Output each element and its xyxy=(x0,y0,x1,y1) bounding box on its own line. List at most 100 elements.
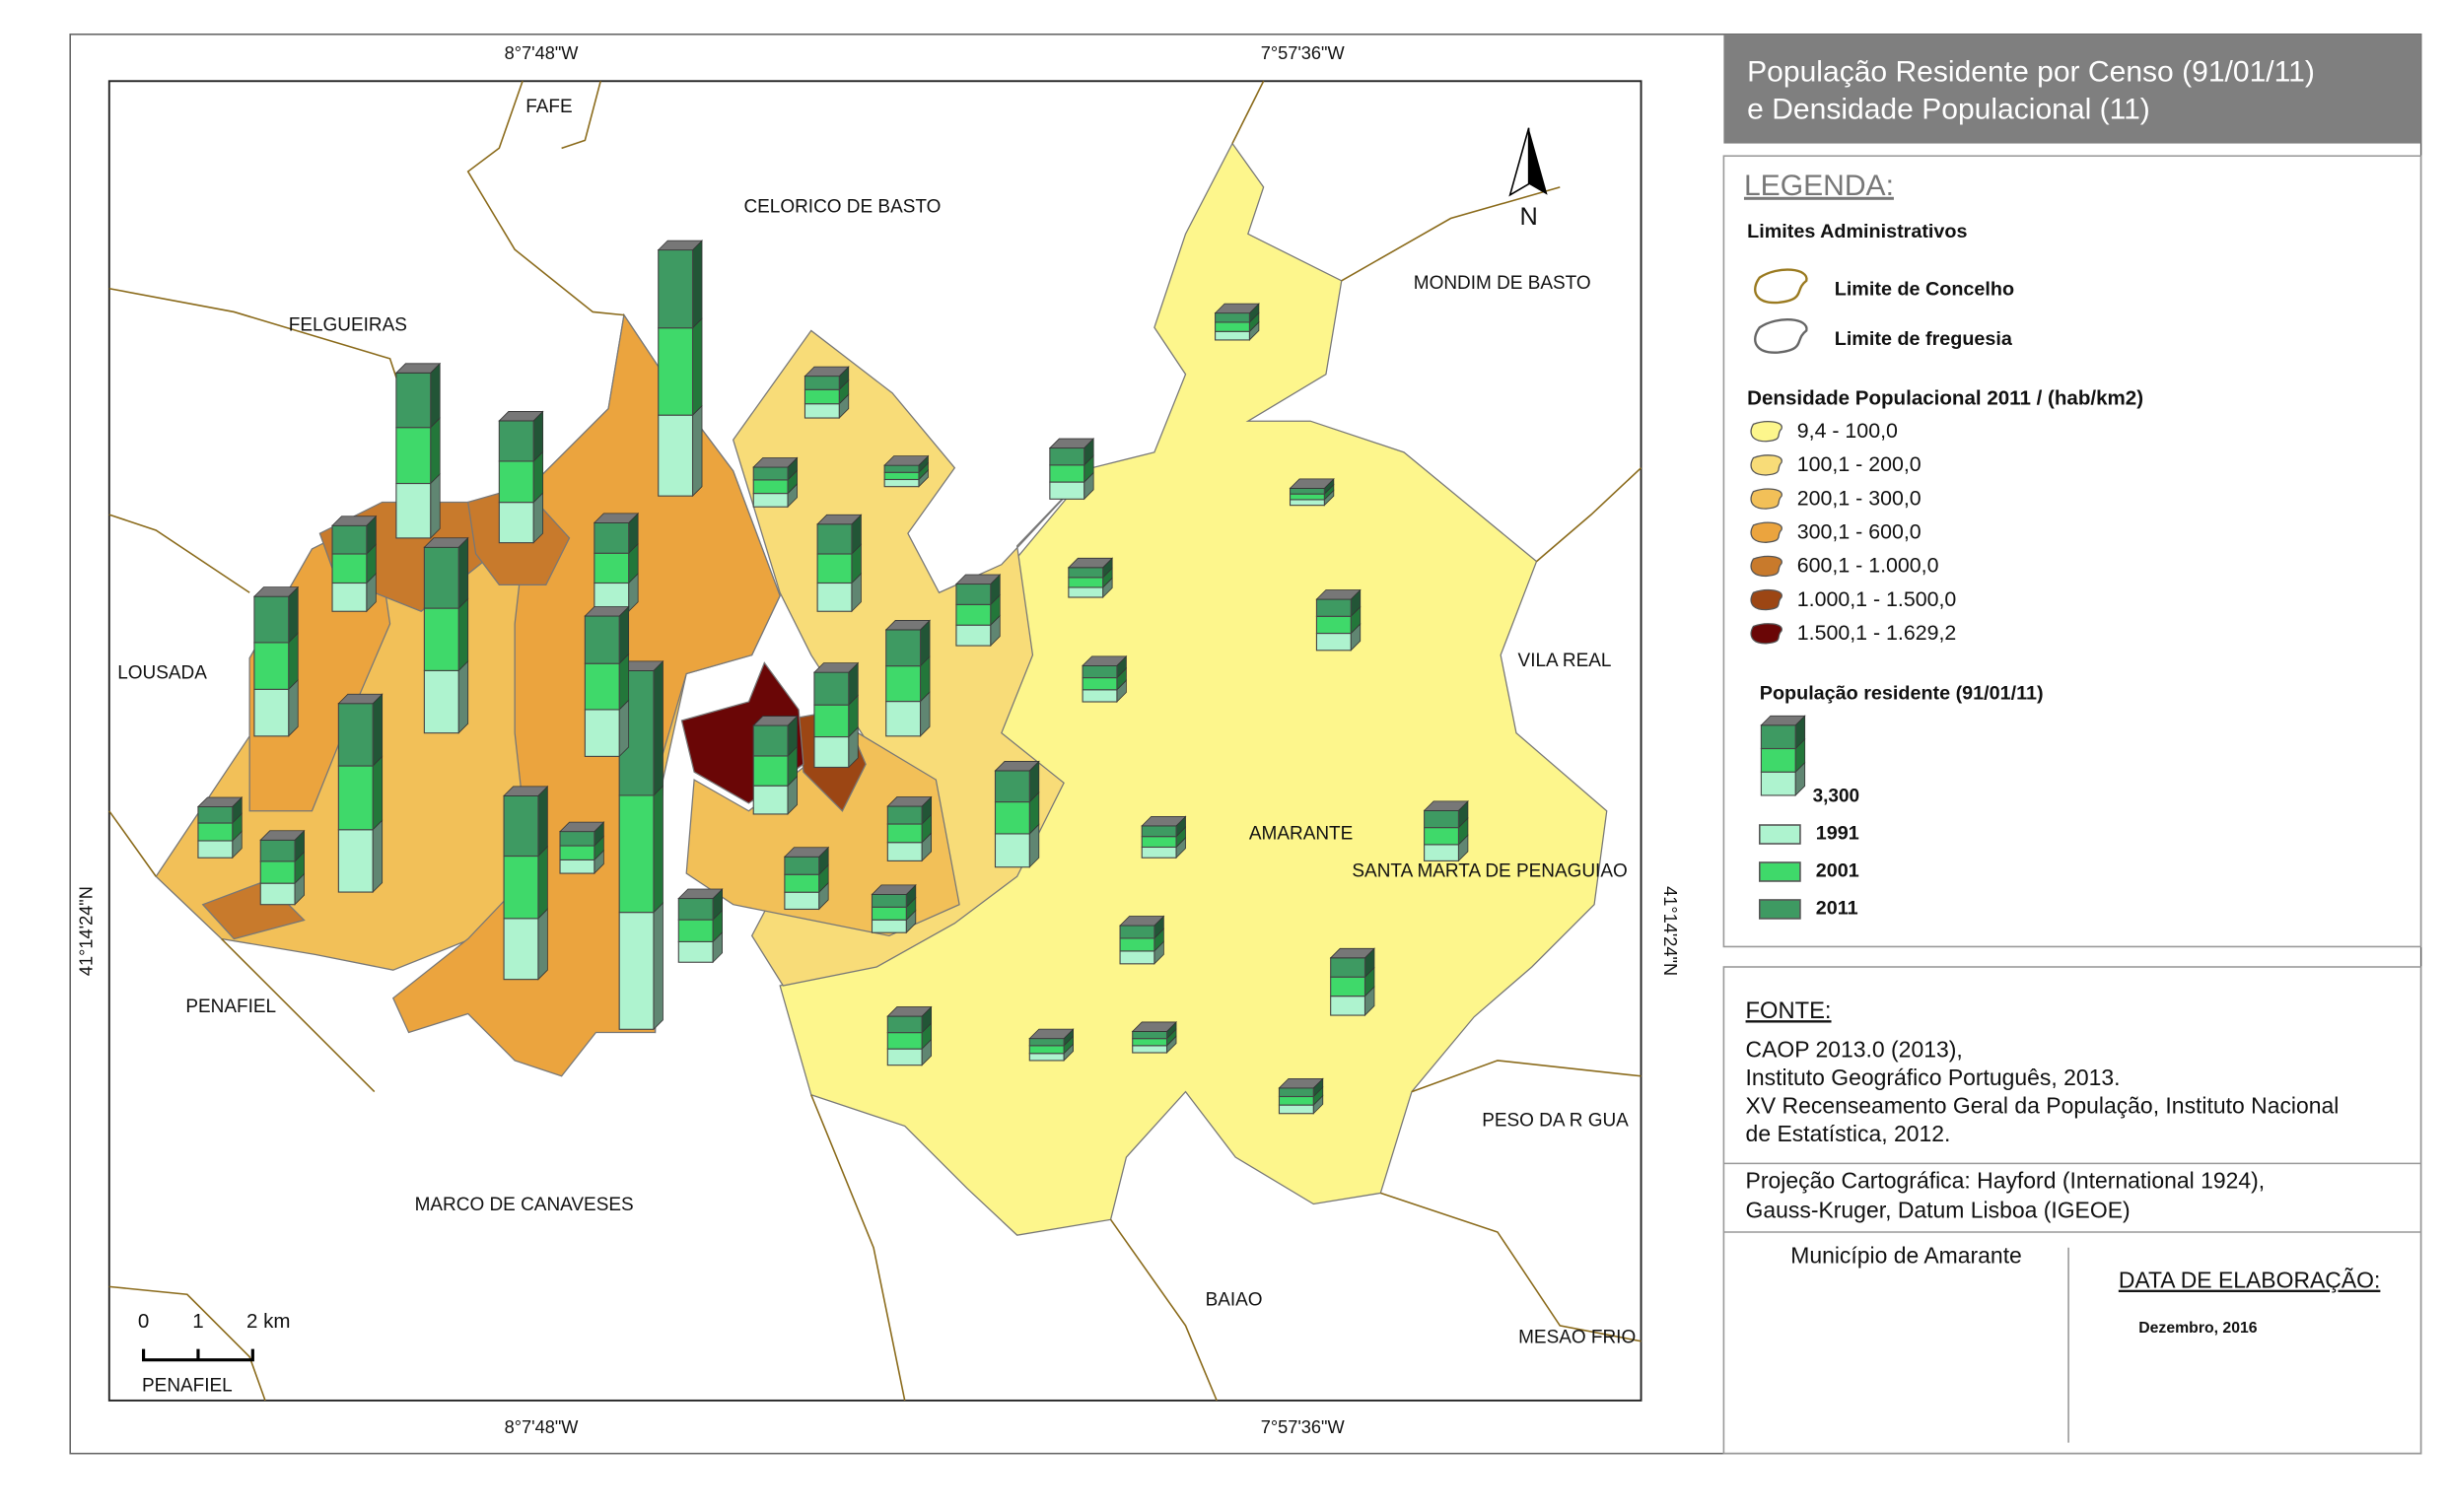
bar-top xyxy=(677,888,724,899)
bar-segment xyxy=(1141,846,1177,859)
lon-label: 7°57'36"W xyxy=(1261,1417,1346,1437)
source-line: de Estatística, 2012. xyxy=(1746,1121,1951,1146)
concelho-line xyxy=(1341,186,1561,282)
bar-top xyxy=(1760,715,1806,726)
source-line: Instituto Geográfico Português, 2013. xyxy=(1746,1065,2121,1090)
bar-segment xyxy=(1068,577,1104,588)
bar-top xyxy=(884,620,931,631)
bar-top xyxy=(812,662,860,673)
legend-reference: 3,300 xyxy=(1813,787,1859,807)
bar-top xyxy=(994,761,1040,772)
concelho-line xyxy=(108,514,250,593)
place-label: PENAFIEL xyxy=(185,997,276,1017)
lon-label: 8°7'48"W xyxy=(505,43,580,63)
bar-segment xyxy=(559,859,595,874)
bar-segment xyxy=(883,464,920,473)
bar-side xyxy=(372,693,384,767)
legend-swatch xyxy=(1750,421,1782,443)
bar-top xyxy=(498,411,544,422)
bar-segment xyxy=(1049,481,1085,500)
bar-top xyxy=(1067,557,1114,569)
bar-top xyxy=(259,830,306,841)
source-line: CAOP 2013.0 (2013), xyxy=(1746,1037,1963,1063)
lon-label: 7°57'36"W xyxy=(1261,43,1346,63)
bar-segment xyxy=(871,893,907,908)
bar-segment xyxy=(1141,836,1177,849)
place-label: FELGUEIRAS xyxy=(289,315,407,336)
bar-segment xyxy=(886,842,923,861)
bar-segment xyxy=(197,822,234,842)
bar-segment xyxy=(503,794,539,858)
bar-segment xyxy=(677,940,714,963)
bar-segment xyxy=(1330,976,1366,997)
bar-segment xyxy=(752,493,789,508)
bar-top xyxy=(752,457,799,468)
bar-segment xyxy=(1278,1087,1314,1098)
legend-item: 9,4 - 100,0 xyxy=(1797,419,1898,443)
bar-segment xyxy=(1424,809,1459,829)
place-label: PENAFIEL xyxy=(142,1376,233,1397)
bar-segment xyxy=(503,918,539,981)
bar-side xyxy=(457,536,469,610)
bar-segment xyxy=(816,523,853,555)
bar-segment xyxy=(423,669,459,734)
bar-top xyxy=(1048,438,1095,448)
info-box xyxy=(1722,966,2422,1455)
bar-segment xyxy=(498,502,534,544)
bar-segment xyxy=(955,603,992,626)
scale-label: 1 xyxy=(192,1310,203,1333)
bar-segment xyxy=(816,553,853,584)
scale-bar: 0 1 2 km PENAFIEL xyxy=(138,1310,291,1396)
concelho-line xyxy=(810,1094,906,1402)
bar-segment xyxy=(752,785,789,815)
bar-top xyxy=(954,574,1002,584)
bar-segment xyxy=(1028,1038,1065,1047)
bar-side xyxy=(653,785,664,914)
bar-segment xyxy=(423,607,459,671)
bar-segment xyxy=(1068,586,1104,598)
title: População Residente por Censo (91/01/11) xyxy=(1747,55,2315,88)
legend-swatch xyxy=(1750,521,1782,543)
bar-segment xyxy=(259,882,296,906)
bar-segment xyxy=(337,829,374,893)
bar-segment xyxy=(752,479,789,495)
bar-segment xyxy=(658,327,694,416)
bar-segment xyxy=(584,709,620,757)
bar-segment xyxy=(1082,689,1118,703)
bar-segment xyxy=(883,471,920,481)
scale-label: 0 xyxy=(138,1310,149,1333)
bar-segment xyxy=(994,770,1030,803)
legend-item: 2011 xyxy=(1816,898,1858,920)
place-labels: FAFE CELORICO DE BASTO MONDIM DE BASTO FELG… xyxy=(117,97,1636,1347)
lon-label: 8°7'48"W xyxy=(505,1417,580,1437)
bar-segment xyxy=(259,860,296,884)
lat-label: 41°14'24"N xyxy=(76,886,96,976)
bar-top xyxy=(1028,1028,1075,1040)
bar-segment xyxy=(804,388,840,405)
bar-top xyxy=(1329,947,1375,959)
bar-segment xyxy=(331,524,368,555)
bar-segment xyxy=(423,546,459,609)
scale-line xyxy=(141,1348,254,1362)
bar-segment xyxy=(784,873,820,893)
bar-top xyxy=(883,455,930,466)
bar-segment xyxy=(253,688,290,737)
bar-segment xyxy=(804,376,840,390)
bar-segment xyxy=(594,521,630,554)
bar-segment xyxy=(559,831,595,847)
legend-subheading: Densidade Populacional 2011 / (hab/km2) xyxy=(1747,386,2143,409)
bar-segment xyxy=(752,724,789,757)
place-label: PESO DA R GUA xyxy=(1482,1111,1629,1132)
legend-swatch xyxy=(1759,861,1801,882)
bar-segment xyxy=(871,906,907,921)
bar-segment xyxy=(994,801,1030,835)
bar-side xyxy=(430,473,441,539)
place-label: FAFE xyxy=(525,97,572,117)
bar-segment xyxy=(752,755,789,787)
bar-segment xyxy=(955,624,992,647)
bar-top xyxy=(1082,655,1128,666)
bar-segment xyxy=(658,414,694,497)
bar-segment xyxy=(813,704,850,738)
